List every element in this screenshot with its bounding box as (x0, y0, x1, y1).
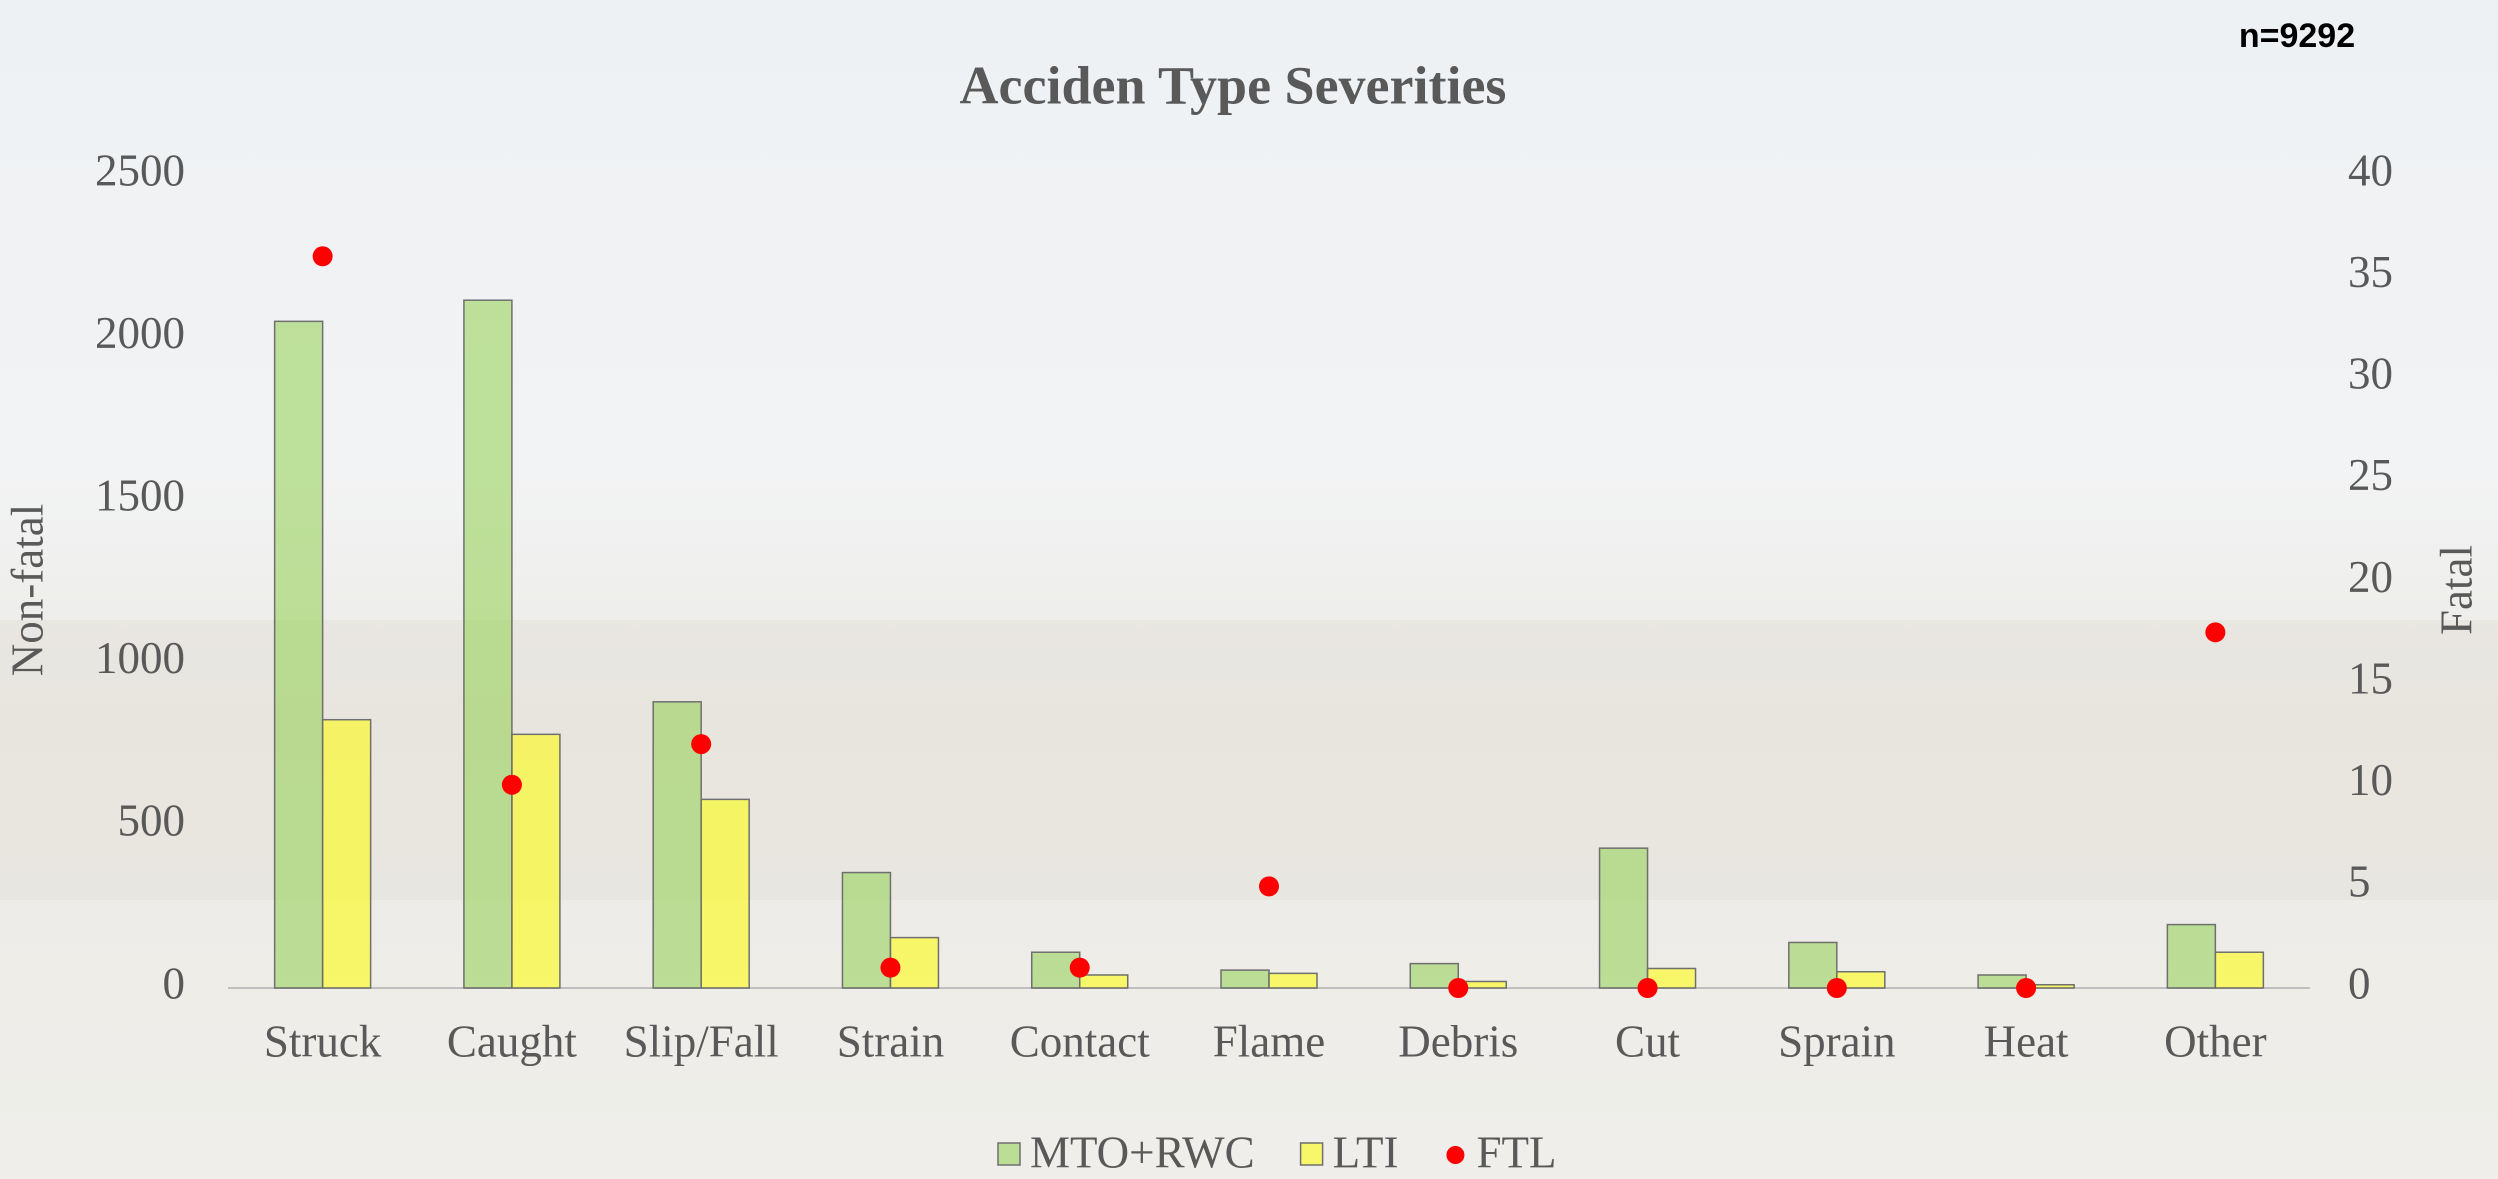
bar (1080, 975, 1128, 988)
bar (2215, 952, 2263, 988)
x-tick-label: Struck (264, 1016, 382, 1066)
x-tick-label: Heat (1984, 1016, 2069, 1066)
x-tick-label: Sprain (1778, 1016, 1896, 1066)
x-tick-label: Strain (837, 1016, 945, 1066)
dot (880, 958, 900, 978)
dot (2016, 978, 2036, 998)
dot (313, 246, 333, 266)
x-tick-label: Contact (1010, 1016, 1150, 1066)
bar (323, 720, 371, 988)
bar (1269, 973, 1317, 988)
dot (691, 734, 711, 754)
y-axis-title: Non-fatal (2, 504, 52, 676)
dot (1448, 978, 1468, 998)
legend-label: LTI (1333, 1127, 1399, 1177)
y-tick-label: 2000 (95, 308, 185, 358)
chart-title: Acciden Type Severities (960, 55, 1507, 115)
y2-tick-label: 35 (2348, 247, 2393, 297)
bar (512, 734, 560, 988)
y2-tick-label: 30 (2348, 349, 2393, 399)
legend-label: FTL (1476, 1127, 1556, 1177)
bar (2167, 925, 2215, 988)
y-tick-label: 1000 (95, 633, 185, 683)
y2-tick-label: 40 (2348, 145, 2393, 195)
x-tick-label: Caught (447, 1016, 577, 1066)
dot (502, 775, 522, 795)
y2-tick-label: 0 (2348, 958, 2371, 1008)
x-tick-label: Cut (1615, 1016, 1681, 1066)
annotation: n=9292 (2239, 17, 2355, 55)
dot (1638, 978, 1658, 998)
y2-tick-label: 20 (2348, 552, 2393, 602)
y2-tick-label: 10 (2348, 755, 2393, 805)
legend-marker (998, 1143, 1020, 1165)
legend-marker (1301, 1143, 1323, 1165)
y-tick-label: 0 (163, 958, 186, 1008)
bar (275, 321, 323, 988)
y-tick-label: 500 (118, 796, 186, 846)
x-tick-label: Debris (1398, 1016, 1518, 1066)
x-tick-label: Slip/Fall (624, 1016, 779, 1066)
y2-tick-label: 5 (2348, 857, 2371, 907)
dot (2205, 622, 2225, 642)
background-ground (0, 620, 2498, 900)
bar (464, 300, 512, 988)
y-tick-label: 2500 (95, 145, 185, 195)
y2-axis-title: Fatal (2431, 545, 2481, 635)
dot (1070, 958, 1090, 978)
chart: Acciden Type Severities n=9292 Non-fatal… (0, 0, 2498, 1179)
x-tick-label: Other (2164, 1016, 2266, 1066)
bar (1221, 970, 1269, 988)
y2-tick-label: 15 (2348, 653, 2393, 703)
y2-tick-label: 25 (2348, 450, 2393, 500)
x-tick-label: Flame (1213, 1016, 1325, 1066)
y-tick-label: 1500 (95, 471, 185, 521)
bar (701, 799, 749, 988)
bar (1600, 848, 1648, 988)
legend-label: MTO+RWC (1030, 1127, 1255, 1177)
dot (1259, 876, 1279, 896)
legend-marker (1446, 1146, 1464, 1164)
dot (1827, 978, 1847, 998)
